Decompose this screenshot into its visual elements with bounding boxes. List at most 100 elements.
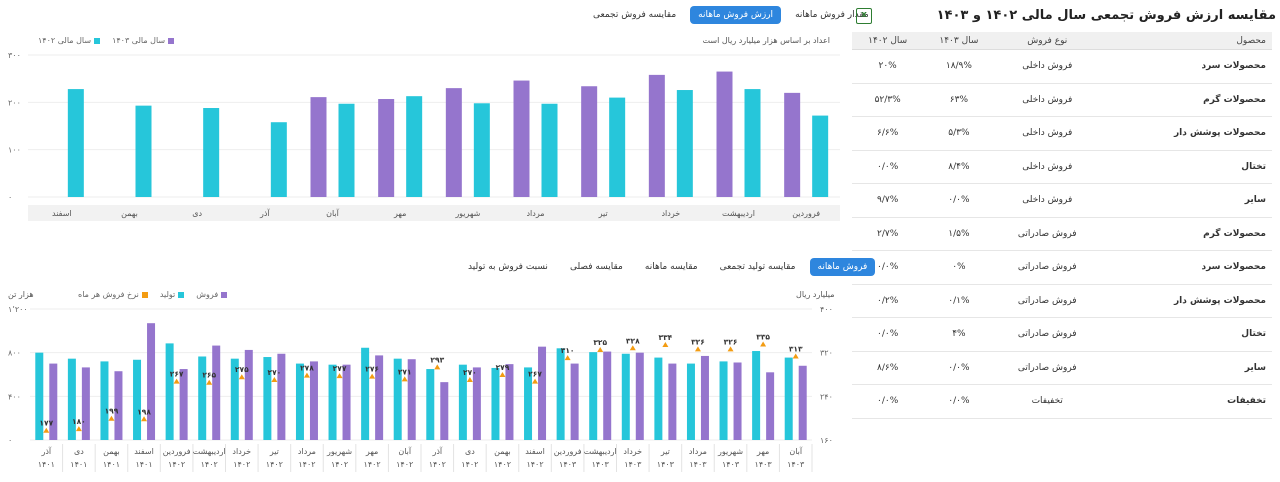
- legend-label: تولید: [159, 290, 176, 299]
- legend-item[interactable]: تولید: [159, 290, 185, 299]
- bar-production: [263, 357, 272, 440]
- table-header-row: محصول نوع فروش سال ۱۴۰۳ سال ۱۴۰۲: [852, 32, 1272, 50]
- bar-production: [165, 343, 174, 440]
- value-1402-cell: ۰/۲%: [852, 284, 924, 318]
- rate-data-label: ۳۲۶: [724, 337, 738, 346]
- bottom_chart-tab-3[interactable]: مقایسه فصلی: [569, 262, 623, 272]
- table-row: محصولات گرم فروش صادراتی ۱/۵% ۲/۷%: [852, 217, 1272, 251]
- table-row: سایر فروش داخلی ۰/۰% ۹/۷%: [852, 183, 1272, 218]
- rate-marker: [792, 353, 799, 359]
- category-label-month: شهریور: [717, 447, 743, 456]
- product-cell: سایر: [1099, 351, 1272, 385]
- value-1403-cell: ۰/۰%: [923, 351, 995, 385]
- category-label: تیر: [598, 209, 608, 218]
- category-label-year: ۱۴۰۲: [396, 460, 413, 469]
- rate-data-label: ۲۷۸: [300, 364, 314, 373]
- sale-type-cell: فروش صادراتی: [994, 317, 1100, 352]
- value-1403-cell: ۴%: [923, 317, 995, 352]
- value-1403-cell: ۰/۱%: [923, 284, 995, 318]
- category-label-month: مرداد: [689, 447, 707, 456]
- bar-1402: [744, 89, 761, 197]
- bar-sales: [375, 355, 384, 440]
- bar-sales: [733, 362, 742, 440]
- top_chart-tab-2[interactable]: مقایسه فروش تجمعی: [593, 10, 677, 20]
- category-label-year: ۱۴۰۳: [559, 460, 577, 469]
- rate-marker: [75, 426, 82, 432]
- table-row: تختال فروش صادراتی ۴% ۰/۰%: [852, 317, 1272, 352]
- excel-icon[interactable]: x: [856, 8, 872, 24]
- bar-production: [133, 359, 142, 440]
- value-1402-cell: ۸/۶%: [852, 351, 924, 385]
- bottom-chart: ۰ ۴۰۰ ۸۰۰ ۱٬۲۰۰ ۱۶۰ ۲۴۰ ۳۲۰ ۴۰۰ ۱۷۷ آذر ۱۴۰۱ ۱۸۰ دی ۱…: [8, 305, 833, 472]
- rate-marker: [597, 346, 604, 352]
- bar-production: [621, 353, 630, 440]
- bottom_chart-tab-2[interactable]: مقایسه ماهانه: [644, 262, 698, 272]
- bottom-chart-legend: فروش تولید نرخ فروش هر ماه: [78, 290, 228, 299]
- category-label-year: ۱۴۰۱: [135, 460, 152, 469]
- bar-sales: [798, 365, 807, 440]
- bar-sales: [766, 372, 775, 440]
- category-label-month: شهریور: [326, 447, 352, 456]
- y-tick-label: ۱۰۰: [8, 146, 21, 155]
- legend-item[interactable]: فروش: [196, 290, 228, 299]
- sale-type-cell: فروش صادراتی: [994, 284, 1100, 318]
- rate-marker: [694, 346, 701, 352]
- legend-swatch: [168, 37, 175, 44]
- category-label-month: فروردین: [554, 447, 582, 456]
- category-label-month: مهر: [365, 447, 378, 456]
- bar-sales: [309, 361, 318, 440]
- rate-data-label: ۳۲۸: [626, 336, 640, 345]
- rate-data-label: ۲۹۳: [430, 355, 444, 364]
- bar-sales: [505, 364, 514, 440]
- category-label-month: خرداد: [232, 447, 251, 456]
- value-1402-cell: ۶/۶%: [852, 116, 924, 151]
- bar-1402: [135, 105, 152, 197]
- category-label-month: بهمن: [494, 447, 511, 456]
- rate-data-label: ۲۷۷: [333, 364, 347, 373]
- col-sale-type: نوع فروش: [994, 32, 1100, 50]
- top_chart-tab-1[interactable]: ارزش فروش ماهانه: [690, 6, 782, 24]
- rate-marker: [369, 373, 376, 379]
- rate-marker: [303, 372, 310, 378]
- legend-item[interactable]: سال مالی ۱۴۰۲: [38, 36, 101, 45]
- rate-marker: [662, 342, 669, 348]
- value-1403-cell: ۰/۰%: [923, 183, 995, 218]
- bottom_chart-tab-1[interactable]: مقایسه تولید تجمعی: [719, 262, 796, 272]
- legend-item[interactable]: نرخ فروش هر ماه: [78, 290, 148, 299]
- comparison-table-panel: مقایسه ارزش فروش تجمعی سال مالی ۱۴۰۲ و ۱…: [852, 0, 1280, 482]
- value-1403-cell: ۵/۳%: [923, 116, 995, 151]
- left-y-tick-label: ۱٬۲۰۰: [8, 305, 28, 314]
- category-label-year: ۱۴۰۲: [168, 460, 185, 469]
- comparison-table: محصول نوع فروش سال ۱۴۰۳ سال ۱۴۰۲ محصولات…: [852, 32, 1272, 419]
- col-1402: سال ۱۴۰۲: [852, 32, 924, 50]
- bar-production: [295, 363, 304, 440]
- top_chart-tab-0[interactable]: مقدار فروش ماهانه: [795, 10, 869, 20]
- rate-data-label: ۳۲۵: [593, 338, 607, 347]
- rate-marker: [727, 346, 734, 352]
- product-cell: محصولات پوشش دار: [1099, 116, 1272, 151]
- category-label-year: ۱۴۰۳: [755, 460, 773, 469]
- bar-1402: [812, 115, 829, 197]
- bar-production: [67, 358, 76, 440]
- left-y-tick-label: ۴۰۰: [8, 392, 21, 401]
- category-label-month: مرداد: [298, 447, 316, 456]
- bar-sales: [277, 353, 286, 440]
- bottom_chart-tab-4[interactable]: نسبت فروش به تولید: [468, 262, 548, 272]
- y-tick-label: ۳۰۰: [8, 51, 21, 60]
- category-label-month: اسفند: [134, 447, 154, 456]
- charts-panel: مقدار فروش ماهانه ارزش فروش ماهانه مقایسه …: [8, 6, 876, 472]
- table-row: سایر فروش صادراتی ۰/۰% ۸/۶%: [852, 351, 1272, 385]
- rate-data-label: ۳۱۰: [561, 346, 575, 355]
- sale-type-cell: فروش صادراتی: [994, 351, 1100, 385]
- rate-marker: [532, 378, 539, 384]
- bar-sales: [179, 369, 188, 440]
- category-label-month: اردیبهشت: [584, 447, 617, 456]
- bar-sales: [81, 367, 90, 440]
- category-label-year: ۱۴۰۲: [526, 460, 543, 469]
- table-title: مقایسه ارزش فروش تجمعی سال مالی ۱۴۰۲ و ۱…: [936, 8, 1276, 23]
- category-label-year: ۱۴۰۲: [233, 460, 250, 469]
- legend-item[interactable]: سال مالی ۱۴۰۳: [112, 36, 175, 45]
- table-row: محصولات پوشش دار فروش داخلی ۵/۳% ۶/۶%: [852, 116, 1272, 151]
- value-1403-cell: ۰/۰%: [923, 384, 995, 419]
- y-tick-label: ۰: [8, 193, 12, 202]
